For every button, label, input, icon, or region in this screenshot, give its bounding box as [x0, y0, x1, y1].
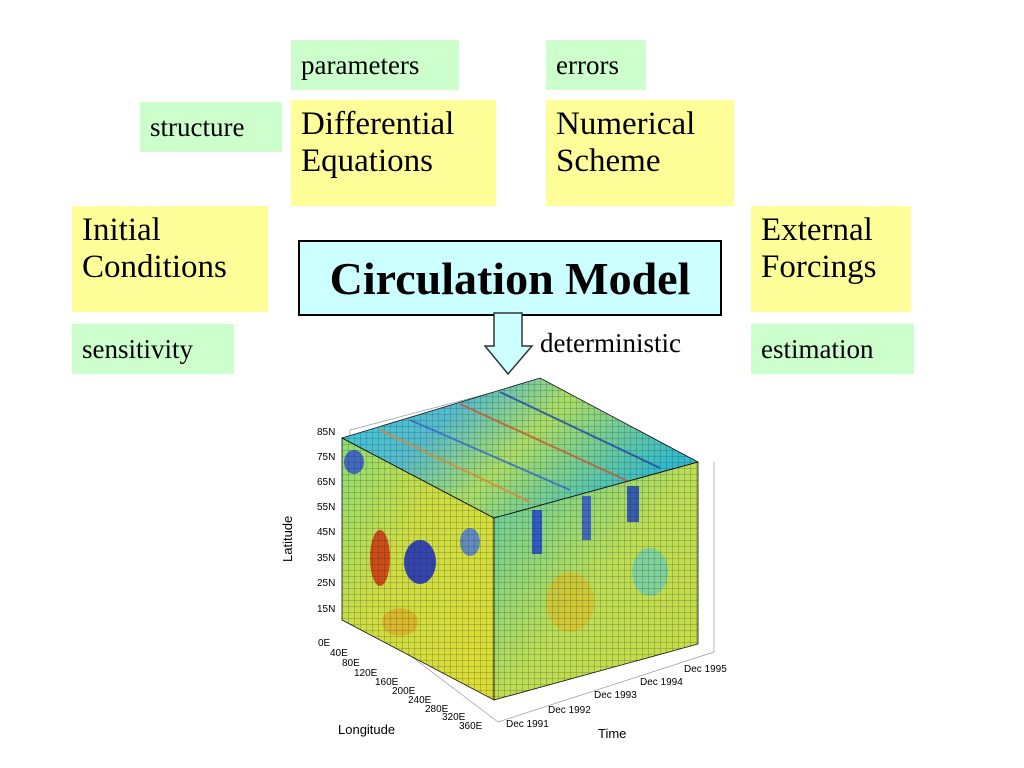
- lat-tick: 45N: [317, 527, 335, 538]
- structure-label: structure: [140, 102, 282, 152]
- latitude-axis: 85N 75N 65N 55N 45N 35N 25N 15N Latitude: [280, 427, 335, 615]
- initial-conditions-box: Initial Conditions: [72, 206, 268, 312]
- longitude-axis: 0E 40E 80E 120E 160E 200E 240E 280E 320E…: [318, 638, 483, 737]
- external-forcings-line2: Forcings: [761, 248, 877, 285]
- lat-tick: 15N: [317, 604, 335, 615]
- longitude-axis-title: Longitude: [338, 722, 395, 737]
- lon-tick: 360E: [459, 721, 483, 732]
- model-output-cube: 85N 75N 65N 55N 45N 35N 25N 15N Latitude…: [280, 377, 727, 741]
- time-tick: Dec 1993: [594, 690, 637, 701]
- parameters-text: parameters: [301, 49, 420, 80]
- lon-tick: 80E: [342, 658, 360, 669]
- initial-conditions-line1: Initial: [82, 212, 161, 248]
- lon-tick: 0E: [318, 638, 331, 649]
- lon-tick: 320E: [442, 712, 466, 723]
- lon-tick: 160E: [375, 677, 399, 688]
- numerical-scheme-line1: Numerical: [556, 106, 696, 142]
- lat-tick: 65N: [317, 477, 335, 488]
- sensitivity-text: sensitivity: [82, 333, 194, 364]
- estimation-text: estimation: [761, 333, 874, 364]
- differential-equations-box: Differential Equations: [291, 100, 496, 206]
- estimation-label: estimation: [751, 324, 914, 374]
- initial-conditions-line2: Conditions: [82, 248, 227, 285]
- differential-equations-line1: Differential: [301, 106, 455, 142]
- lat-tick: 75N: [317, 452, 335, 463]
- time-axis: Dec 1991 Dec 1992 Dec 1993 Dec 1994 Dec …: [506, 664, 727, 741]
- time-tick: Dec 1995: [684, 664, 727, 675]
- numerical-scheme-line2: Scheme: [556, 142, 661, 179]
- parameters-label: parameters: [291, 40, 459, 90]
- lon-tick: 240E: [408, 695, 432, 706]
- lat-tick: 55N: [317, 502, 335, 513]
- lon-tick: 200E: [392, 686, 416, 697]
- lon-tick: 120E: [354, 668, 378, 679]
- time-tick: Dec 1992: [548, 705, 591, 716]
- errors-text: errors: [556, 49, 619, 80]
- sensitivity-label: sensitivity: [72, 324, 234, 374]
- differential-equations-line2: Equations: [301, 142, 433, 179]
- numerical-scheme-box: Numerical Scheme: [546, 100, 734, 206]
- lon-tick: 40E: [330, 648, 348, 659]
- deterministic-label: deterministic: [540, 328, 681, 358]
- structure-text: structure: [150, 111, 245, 142]
- circulation-model-box: Circulation Model: [298, 240, 722, 316]
- external-forcings-line1: External: [761, 212, 873, 248]
- lat-tick: 25N: [317, 578, 335, 589]
- lon-tick: 280E: [425, 704, 449, 715]
- lat-tick: 85N: [317, 427, 335, 438]
- external-forcings-box: External Forcings: [751, 206, 911, 312]
- latitude-axis-title: Latitude: [280, 516, 295, 562]
- time-tick: Dec 1994: [640, 677, 683, 688]
- lat-tick: 35N: [317, 553, 335, 564]
- down-arrow-icon: [484, 312, 534, 376]
- circulation-model-title: Circulation Model: [329, 252, 691, 304]
- time-axis-title: Time: [598, 726, 626, 741]
- top-face-streaks: [379, 391, 661, 503]
- errors-label: errors: [546, 40, 646, 90]
- time-tick: Dec 1991: [506, 719, 549, 730]
